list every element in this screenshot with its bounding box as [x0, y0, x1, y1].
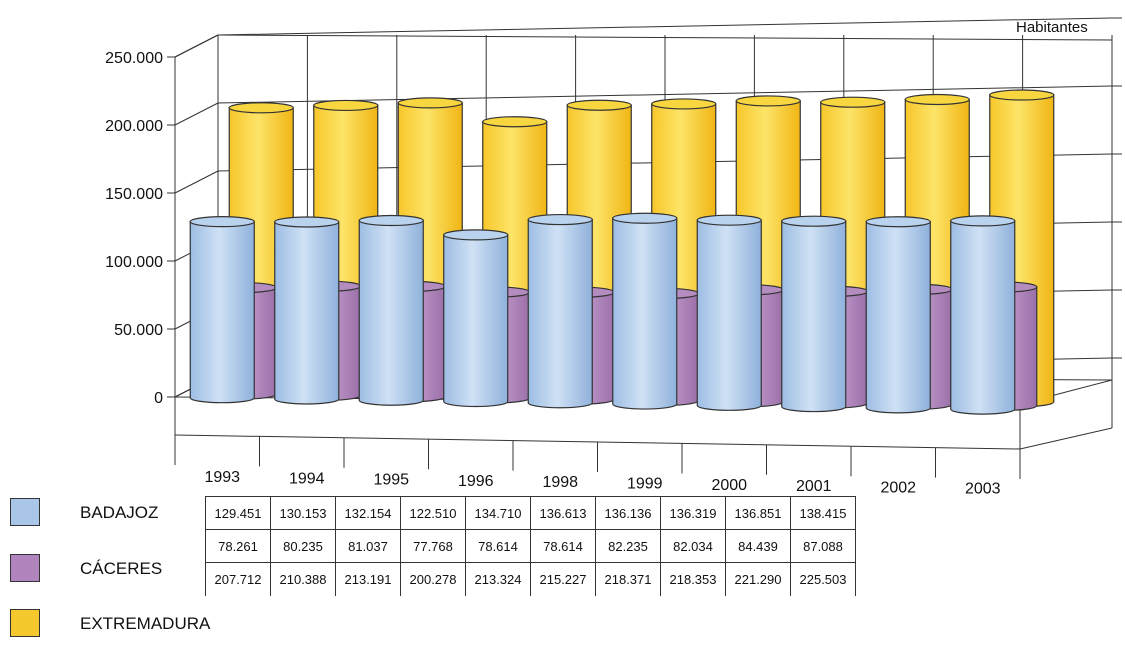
table-cell: 221.290 [725, 562, 791, 596]
table-cell: 200.278 [400, 562, 466, 596]
table-cell: 78.614 [465, 529, 531, 563]
y-tick-label: 50.000 [114, 322, 163, 339]
x-tick-label: 2000 [711, 477, 747, 494]
y-tick-label: 100.000 [105, 254, 163, 271]
y-axis-unit-label: Habitantes [1016, 19, 1088, 36]
table-cell: 81.037 [335, 529, 401, 563]
table-cell: 129.451 [205, 496, 271, 530]
legend-swatch-badajoz [10, 498, 40, 526]
x-tick-label: 2002 [880, 479, 916, 496]
table-cell: 130.153 [270, 496, 336, 530]
legend-swatch-caceres [10, 554, 40, 582]
table-cell: 80.235 [270, 529, 336, 563]
table-cell: 207.712 [205, 562, 271, 596]
bar-badajoz [612, 212, 678, 410]
bar-badajoz [443, 229, 509, 408]
table-cell: 136.851 [725, 496, 791, 530]
data-table: 129.451 130.153 132.154 122.510 134.710 … [205, 496, 856, 596]
x-tick-label: 1999 [627, 476, 663, 493]
table-cell: 78.614 [530, 529, 596, 563]
legend-label-caceres: CÁCERES [80, 559, 163, 578]
table-cell: 213.324 [465, 562, 531, 596]
table-cell: 136.613 [530, 496, 596, 530]
table-cell: 218.353 [660, 562, 726, 596]
y-tick-label: 150.000 [105, 186, 163, 203]
table-cell: 87.088 [790, 529, 856, 563]
table-cell: 218.371 [595, 562, 661, 596]
table-cell: 134.710 [465, 496, 531, 530]
table-cell: 136.136 [595, 496, 661, 530]
y-tick-label: 0 [154, 390, 163, 407]
x-tick-label: 2001 [796, 478, 832, 495]
table-cell: 138.415 [790, 496, 856, 530]
table-cell: 225.503 [790, 562, 856, 596]
bar-badajoz [950, 215, 1016, 415]
legend-label-badajoz: BADAJOZ [80, 503, 159, 522]
table-cell: 215.227 [530, 562, 596, 596]
bar-badajoz [527, 213, 593, 409]
table-cell: 132.154 [335, 496, 401, 530]
y-tick-label: 250.000 [105, 50, 163, 67]
y-tick-label: 200.000 [105, 118, 163, 135]
x-tick-label: 1996 [458, 473, 494, 490]
x-tick-label: 1998 [542, 474, 578, 491]
x-tick-label: 1994 [289, 470, 325, 487]
table-cell: 77.768 [400, 529, 466, 563]
legend-label-extremadura: EXTREMADURA [80, 614, 211, 633]
table-cell: 136.319 [660, 496, 726, 530]
table-cell: 122.510 [400, 496, 466, 530]
bar-badajoz [358, 214, 424, 406]
table-cell: 78.261 [205, 529, 271, 563]
y-axis-ticks: 0 50.000 100.000 150.000 200.000 250.000 [105, 50, 163, 407]
x-tick-label: 1993 [204, 469, 240, 486]
table-row-badajoz: 129.451 130.153 132.154 122.510 134.710 … [205, 496, 856, 530]
bar-badajoz [696, 214, 762, 411]
series-badajoz [189, 212, 1016, 415]
legend-swatch-extremadura [10, 609, 40, 637]
bar-badajoz [781, 215, 847, 413]
table-cell: 82.034 [660, 529, 726, 563]
x-axis-ticks: 1993 1994 1995 1996 1998 1999 2000 2001 2002 2003 [204, 469, 1000, 498]
bar-badajoz [189, 216, 255, 404]
table-cell: 84.439 [725, 529, 791, 563]
table-cell: 82.235 [595, 529, 661, 563]
x-tick-label: 2003 [965, 481, 1001, 498]
table-row-extremadura: 207.712 210.388 213.191 200.278 213.324 … [205, 562, 856, 596]
table-cell: 213.191 [335, 562, 401, 596]
table-cell: 210.388 [270, 562, 336, 596]
table-row-caceres: 78.261 80.235 81.037 77.768 78.614 78.61… [205, 529, 856, 563]
bar-badajoz [865, 216, 931, 414]
bar-badajoz [274, 216, 340, 405]
x-tick-label: 1995 [373, 472, 409, 489]
